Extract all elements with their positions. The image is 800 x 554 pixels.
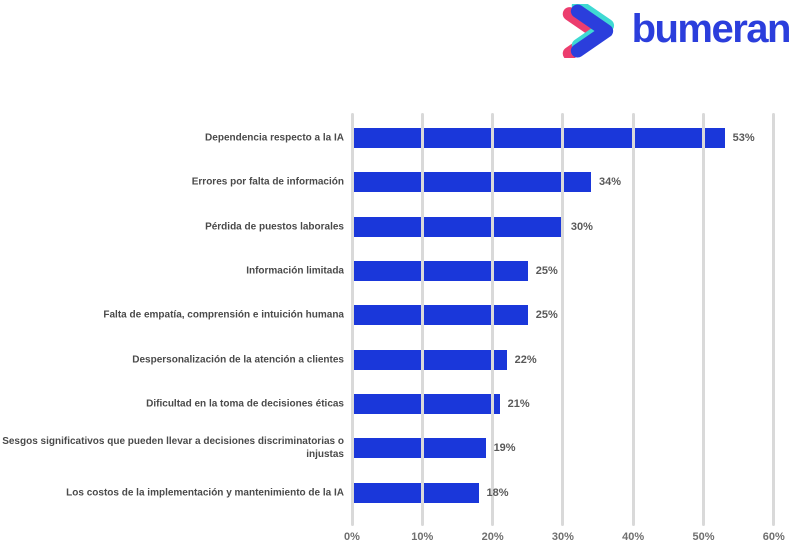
bumeran-chevron-icon xyxy=(562,4,614,58)
x-axis-tick-label: 30% xyxy=(551,531,574,543)
value-label: 19% xyxy=(493,442,516,455)
value-label: 53% xyxy=(732,132,755,144)
bar xyxy=(352,482,479,503)
value-label: 22% xyxy=(514,353,537,366)
x-axis-tick-label: 20% xyxy=(481,531,504,543)
category-label: Dependencia respecto a la IA xyxy=(205,132,344,144)
category-label: Errores por falta de información xyxy=(191,176,344,188)
logo-wordmark: bumeran xyxy=(631,7,792,51)
gridline xyxy=(702,113,705,526)
bar xyxy=(352,394,500,415)
category-label: Los costos de la implementación y manten… xyxy=(66,487,344,499)
gridline xyxy=(350,113,354,526)
value-label: 18% xyxy=(486,486,509,499)
category-label: Sesgos significativos que pueden llevar … xyxy=(2,436,344,461)
value-label: 30% xyxy=(570,220,593,233)
gridline xyxy=(561,113,565,526)
chevron-blue xyxy=(570,4,613,58)
gridline xyxy=(420,113,424,526)
category-label: Pérdida de puestos laborales xyxy=(205,221,344,233)
value-label: 25% xyxy=(535,309,558,322)
bar xyxy=(352,438,486,459)
category-label: Falta de empatía, comprensión e intuició… xyxy=(103,309,344,321)
bar xyxy=(352,128,725,148)
x-axis-tick-label: 10% xyxy=(411,531,434,543)
bar xyxy=(352,305,528,326)
bar xyxy=(352,261,528,282)
x-axis-tick-label: 60% xyxy=(762,531,785,543)
bumeran-logo: bumeran xyxy=(556,4,792,58)
bar xyxy=(352,216,563,237)
category-label: Dificultad en la toma de decisiones étic… xyxy=(146,398,344,410)
gridline xyxy=(772,113,776,526)
gridline xyxy=(631,113,635,526)
x-axis-tick-label: 0% xyxy=(344,531,360,543)
value-label: 21% xyxy=(507,398,530,411)
value-label: 34% xyxy=(599,176,622,189)
x-axis-tick-label: 40% xyxy=(622,531,645,543)
value-label: 25% xyxy=(535,265,558,278)
bar xyxy=(352,349,507,370)
category-label: Despersonalización de la atención a clie… xyxy=(132,354,344,366)
category-label: Información limitada xyxy=(246,265,344,277)
x-axis-tick-label: 50% xyxy=(692,531,715,543)
bar xyxy=(352,172,592,193)
gridline xyxy=(491,113,495,526)
